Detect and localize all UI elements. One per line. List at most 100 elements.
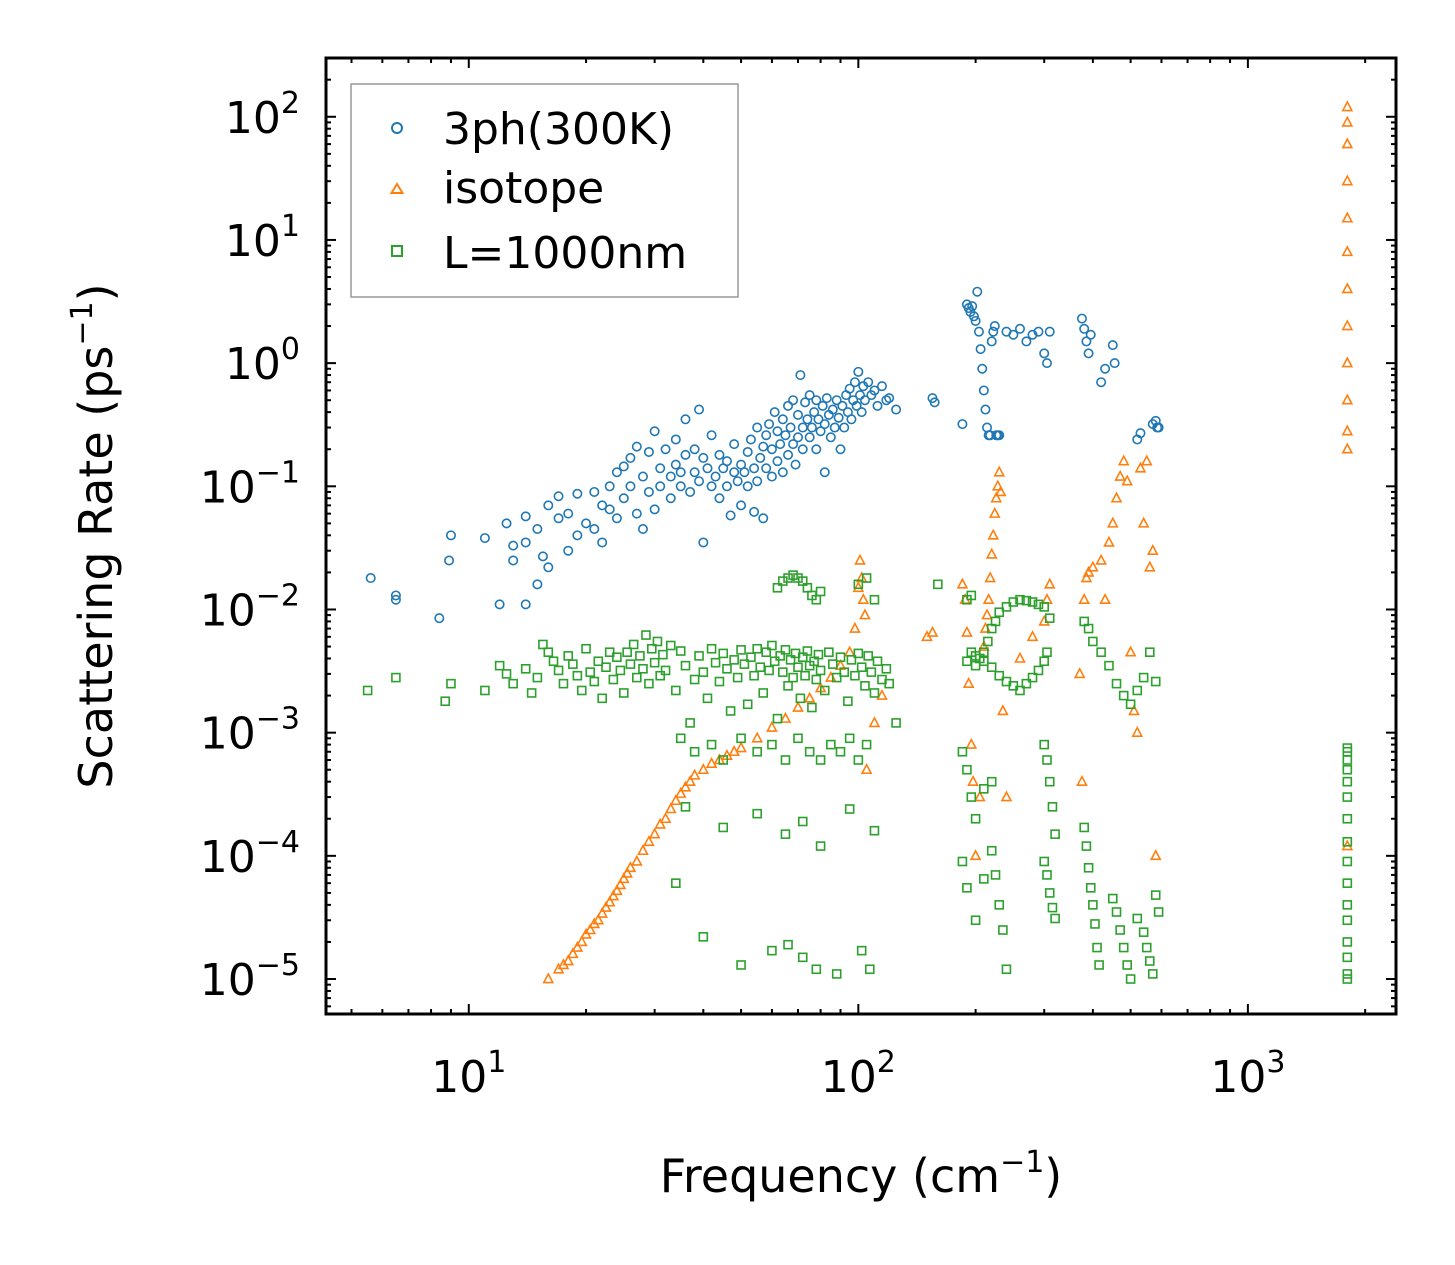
data-point-3ph <box>675 481 686 492</box>
data-point-isotope <box>990 491 1003 503</box>
data-point-L1000nm <box>619 688 629 698</box>
data-point-L1000nm <box>828 659 838 669</box>
data-point-isotope <box>1078 593 1091 605</box>
data-point-L1000nm <box>1083 862 1094 873</box>
data-point-3ph <box>649 504 660 515</box>
data-point-L1000nm <box>831 969 842 979</box>
data-point-3ph <box>508 540 519 551</box>
data-point-L1000nm <box>807 702 817 713</box>
data-point-3ph <box>729 439 740 450</box>
data-point-isotope <box>600 900 612 912</box>
data-point-3ph <box>849 377 860 388</box>
data-point-3ph <box>625 481 636 492</box>
data-point-3ph <box>1096 377 1107 388</box>
data-point-L1000nm <box>1342 878 1353 888</box>
data-point-3ph <box>631 441 642 452</box>
data-point-L1000nm <box>644 678 654 689</box>
data-point-isotope <box>1076 774 1088 786</box>
data-point-3ph <box>758 441 769 452</box>
data-point-L1000nm <box>853 579 864 590</box>
legend-label-3ph: 3ph(300K) <box>443 104 674 155</box>
data-point-3ph <box>537 551 548 562</box>
data-point-3ph <box>758 513 769 524</box>
data-point-L1000nm <box>585 667 596 677</box>
data-point-isotope <box>630 854 643 866</box>
data-point-3ph <box>660 444 671 455</box>
data-point-isotope <box>969 849 982 861</box>
data-point-L1000nm <box>494 660 505 671</box>
data-point-L1000nm <box>1027 672 1038 683</box>
data-point-L1000nm <box>718 648 729 659</box>
data-point-L1000nm <box>1050 829 1060 839</box>
data-point-L1000nm <box>1021 678 1032 689</box>
data-point-isotope <box>648 827 661 839</box>
data-point-L1000nm <box>635 651 645 661</box>
data-point-L1000nm <box>831 672 842 683</box>
data-point-isotope <box>1099 593 1111 605</box>
data-point-3ph <box>742 481 753 492</box>
y-axis-label: Scattering Rate (ps−1) <box>65 283 123 788</box>
data-point-isotope <box>956 577 969 589</box>
data-point-isotope <box>1341 442 1354 454</box>
data-point-isotope <box>1341 319 1354 331</box>
data-point-L1000nm <box>758 688 769 698</box>
data-point-3ph <box>766 471 777 482</box>
data-point-L1000nm <box>612 652 622 662</box>
data-point-3ph <box>876 381 887 392</box>
data-point-3ph <box>604 504 615 515</box>
data-point-L1000nm <box>520 663 531 674</box>
data-point-isotope <box>984 571 997 583</box>
data-point-isotope <box>607 889 620 901</box>
data-point-L1000nm <box>764 665 774 676</box>
data-point-L1000nm <box>718 755 729 765</box>
data-point-L1000nm <box>689 674 700 685</box>
data-point-3ph <box>797 444 808 455</box>
data-point-3ph <box>884 393 895 404</box>
data-point-L1000nm <box>795 693 806 704</box>
data-point-L1000nm <box>866 667 877 677</box>
data-point-3ph <box>637 524 648 535</box>
data-point-3ph <box>543 500 554 511</box>
data-point-L1000nm <box>793 733 803 744</box>
data-point-3ph <box>694 404 705 415</box>
data-point-3ph <box>806 422 817 433</box>
data-point-isotope <box>1131 725 1144 737</box>
data-point-3ph <box>520 537 531 548</box>
data-point-3ph <box>833 412 844 423</box>
data-point-L1000nm <box>853 755 864 765</box>
data-point-L1000nm <box>665 640 676 651</box>
data-point-L1000nm <box>933 579 943 590</box>
data-point-3ph <box>788 395 799 406</box>
data-point-3ph <box>680 449 691 460</box>
data-point-3ph <box>670 434 681 445</box>
data-point-3ph <box>563 545 574 556</box>
data-point-3ph <box>777 467 788 478</box>
data-point-L1000nm <box>843 696 853 707</box>
data-point-isotope <box>857 593 870 605</box>
data-point-3ph <box>777 414 788 425</box>
data-point-3ph <box>710 471 721 482</box>
data-point-L1000nm <box>802 646 813 656</box>
data-point-3ph <box>725 510 736 521</box>
data-point-L1000nm <box>649 657 660 668</box>
data-point-L1000nm <box>1342 952 1353 963</box>
data-point-isotope <box>981 608 993 620</box>
data-point-L1000nm <box>872 656 883 667</box>
data-point-3ph <box>694 476 705 487</box>
data-point-L1000nm <box>891 718 901 728</box>
data-point-3ph <box>618 461 629 472</box>
data-point-L1000nm <box>694 651 704 661</box>
data-point-L1000nm <box>1039 739 1049 750</box>
data-point-isotope <box>1140 454 1153 466</box>
data-point-isotope <box>859 608 871 620</box>
data-point-3ph <box>520 511 531 522</box>
data-point-L1000nm <box>446 678 456 689</box>
data-point-isotope <box>617 872 630 884</box>
data-point-isotope <box>1134 461 1147 473</box>
data-point-L1000nm <box>558 678 569 689</box>
data-point-L1000nm <box>647 643 657 654</box>
data-point-L1000nm <box>761 647 771 658</box>
legend: 3ph(300K) isotope L=1000nm <box>350 83 739 298</box>
data-point-3ph <box>831 395 842 406</box>
data-point-L1000nm <box>1001 964 1012 975</box>
